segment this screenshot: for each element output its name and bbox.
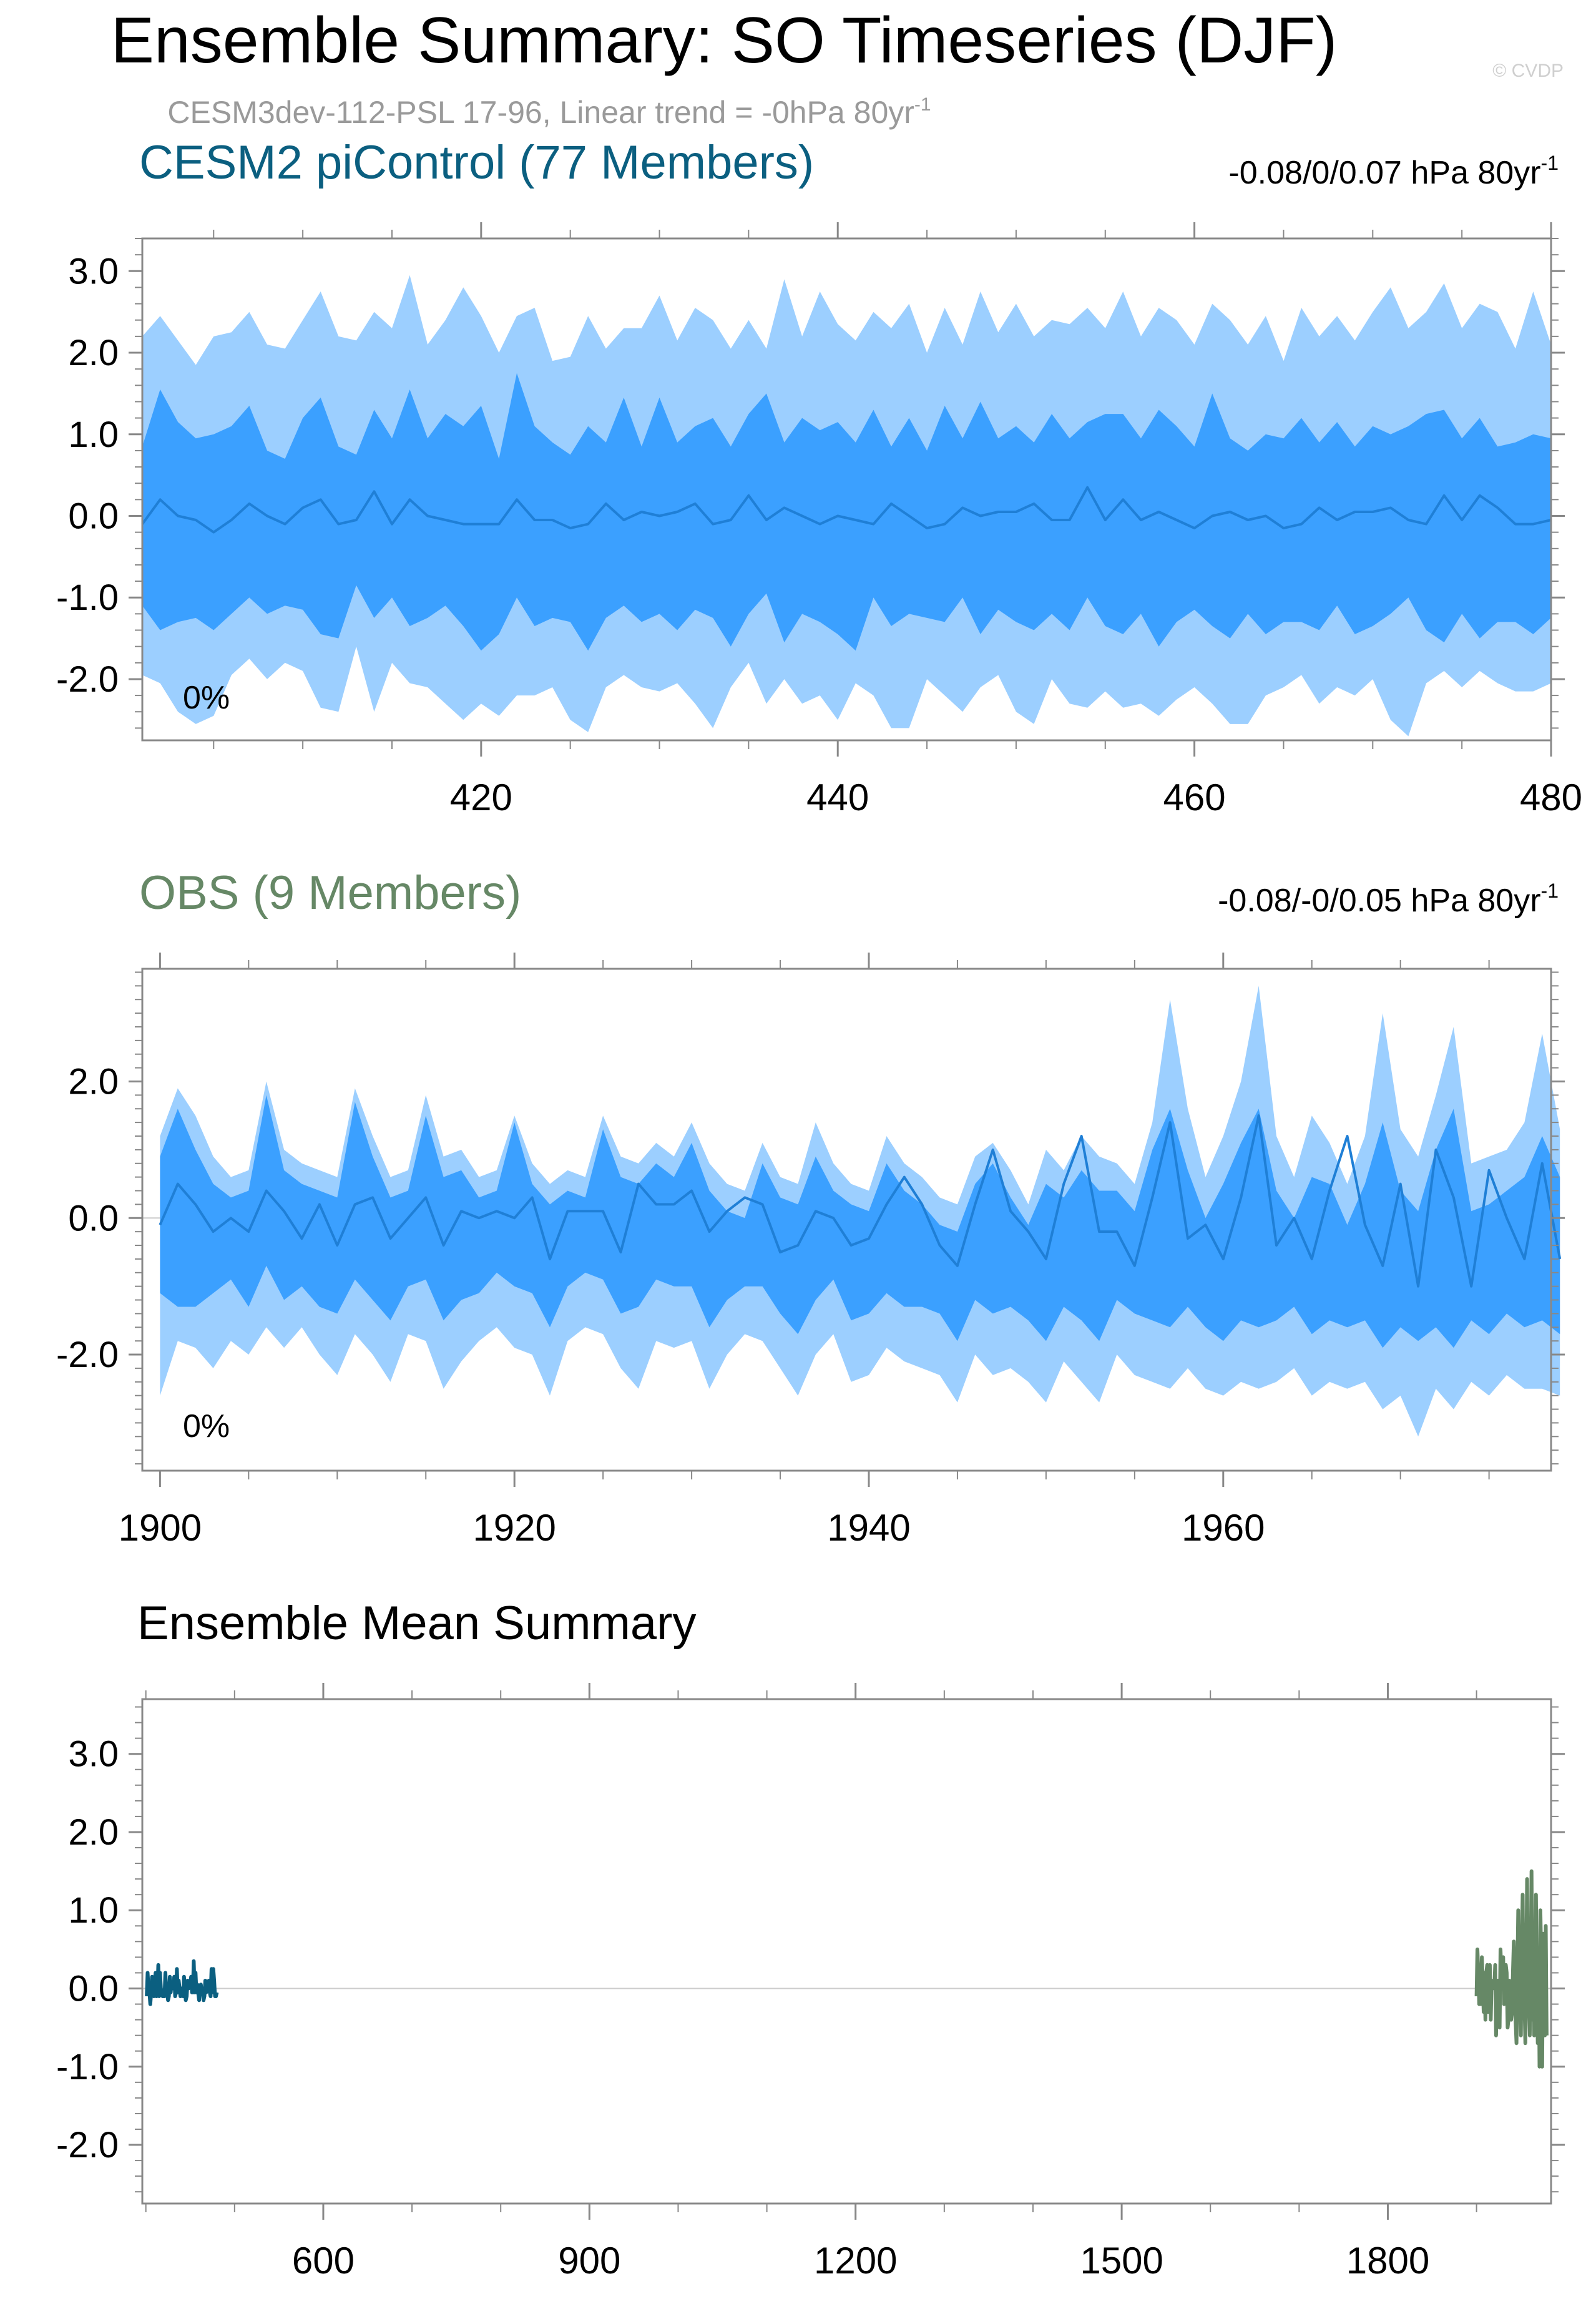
panel-model-title: CESM2 piControl (77 Members) <box>139 136 814 189</box>
x-tick-label: 900 <box>558 2240 620 2282</box>
series-line <box>1474 1869 1549 2069</box>
x-tick-label: 1200 <box>814 2240 897 2282</box>
x-tick-label: 1800 <box>1346 2240 1429 2282</box>
panel-obs-title: OBS (9 Members) <box>139 866 521 919</box>
plot-frame <box>141 968 1552 1472</box>
plot-area: -2.0 0.0 2.0 1900 1920 1940 1960 <box>56 953 1565 1549</box>
y-tick-label: 0.0 <box>68 496 119 536</box>
x-tick-label: 480 <box>1520 777 1582 818</box>
panel-model: CESM2 piControl (77 Members) -0.08/0/0.0… <box>56 136 1582 818</box>
pct-label: 0% <box>183 680 230 716</box>
figure-title: Ensemble Summary: SO Timeseries (DJF) <box>111 4 1338 77</box>
x-tick-label: 1960 <box>1182 1507 1265 1549</box>
y-tick-label: 0.0 <box>68 1198 119 1238</box>
panel-obs-trend: -0.08/-0/0.05 hPa 80yr-1 <box>1218 880 1559 919</box>
plot-frame <box>141 237 1552 742</box>
inner-percentile-band <box>142 373 1551 651</box>
pct-label: 0% <box>183 1408 230 1444</box>
y-tick-label: -2.0 <box>56 1335 119 1375</box>
watermark: © CVDP <box>1492 61 1564 81</box>
y-tick-label: 0.0 <box>68 1969 119 2009</box>
y-tick-label: 2.0 <box>68 1812 119 1853</box>
x-tick-label: 1900 <box>119 1507 202 1549</box>
x-tick-label: 1500 <box>1080 2240 1163 2282</box>
y-tick-label: 3.0 <box>68 1734 119 1775</box>
y-tick-label: 1.0 <box>68 414 119 455</box>
ensemble-mean-line <box>159 1114 1562 1288</box>
x-tick-label: 600 <box>292 2240 355 2282</box>
x-tick-label: 1940 <box>827 1507 910 1549</box>
ensemble-mean-line <box>141 486 1552 534</box>
y-tick-label: -1.0 <box>56 2047 119 2087</box>
x-tick-label: 440 <box>806 777 869 818</box>
figure-subtitle: CESM3dev-112-PSL 17-96, Linear trend = -… <box>167 94 931 130</box>
y-tick-label: -1.0 <box>56 577 119 618</box>
x-tick-label: 420 <box>450 777 512 818</box>
y-tick-label: -2.0 <box>56 659 119 700</box>
y-tick-label: 2.0 <box>68 333 119 373</box>
y-tick-label: 3.0 <box>68 251 119 292</box>
series-line <box>145 1959 219 2006</box>
y-tick-label: -2.0 <box>56 2125 119 2165</box>
plot-frame <box>141 1698 1552 2205</box>
panel-summary: Ensemble Mean Summary -2.0 -1.0 0.0 1.0 2.0 3… <box>56 1597 1565 2282</box>
x-tick-label: 460 <box>1163 777 1226 818</box>
panel-model-trend: -0.08/0/0.07 hPa 80yr-1 <box>1228 152 1559 191</box>
y-tick-label: 2.0 <box>68 1061 119 1102</box>
x-tick-label: 1920 <box>472 1507 556 1549</box>
plot-area: -2.0 -1.0 0.0 1.0 2.0 3.0 600 900 1200 1500 1800 <box>56 1683 1565 2282</box>
panel-summary-title: Ensemble Mean Summary <box>137 1597 696 1650</box>
panel-obs: OBS (9 Members) -0.08/-0/0.05 hPa 80yr-1… <box>56 866 1565 1549</box>
plot-area: -2.0 -1.0 0.0 1.0 2.0 3.0 420 440 460 480 <box>56 222 1582 818</box>
inner-percentile-band <box>160 1095 1560 1348</box>
y-tick-label: 1.0 <box>68 1890 119 1931</box>
